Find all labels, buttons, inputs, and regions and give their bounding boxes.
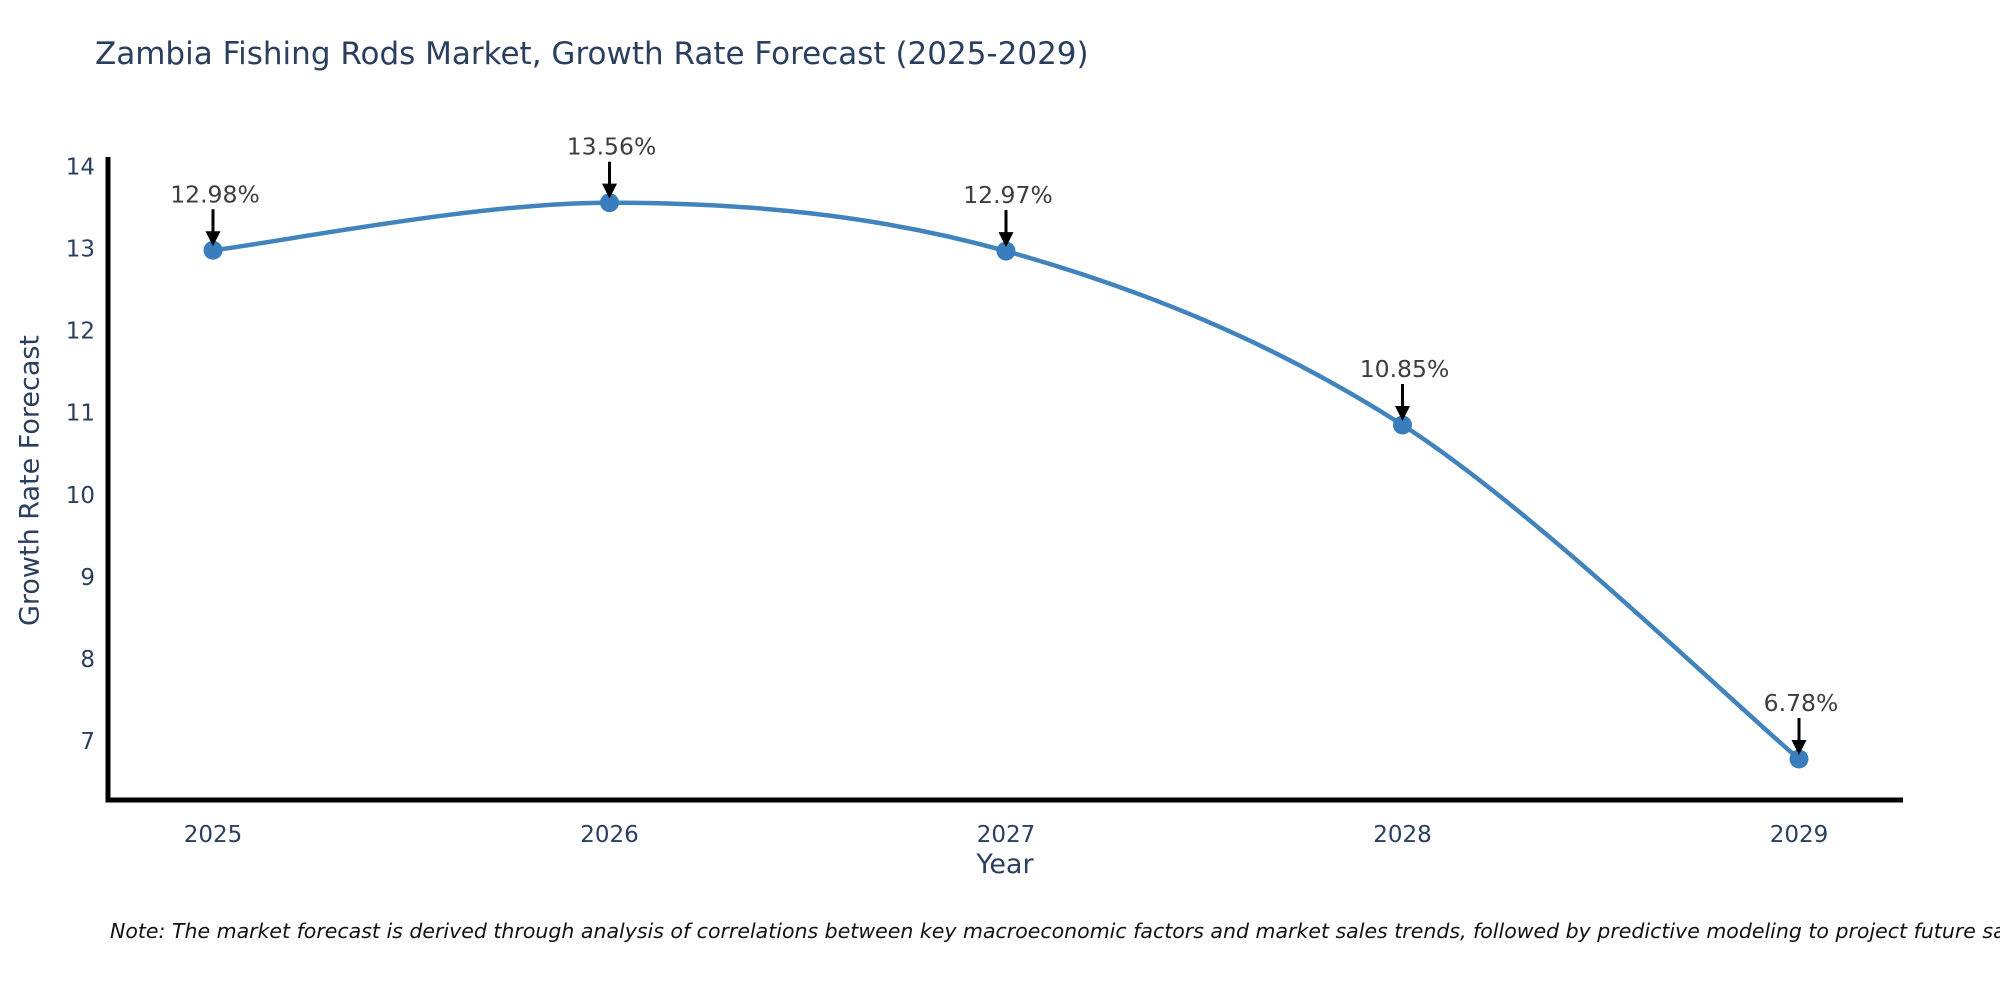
x-tick-label: 2025	[184, 822, 243, 848]
data-point	[996, 241, 1016, 261]
y-tick-label: 12	[66, 319, 95, 345]
data-point	[600, 193, 619, 213]
y-tick-label: 13	[66, 237, 95, 263]
chart-footnote: Note: The market forecast is derived thr…	[110, 919, 2000, 943]
chart-title: Zambia Fishing Rods Market, Growth Rate …	[95, 36, 1089, 72]
x-tick-label: 2029	[1770, 822, 1829, 848]
y-tick-label: 10	[66, 483, 95, 509]
data-point	[1393, 415, 1412, 435]
x-tick-label: 2026	[580, 822, 639, 848]
point-annotation-label: 10.85%	[1360, 355, 1450, 383]
data-point-markers	[203, 193, 1809, 769]
axes	[105, 157, 1903, 803]
point-annotation-label: 13.56%	[567, 133, 657, 161]
y-tick-label: 8	[80, 647, 95, 673]
point-annotation-label: 12.97%	[963, 181, 1053, 209]
data-point	[1789, 749, 1809, 769]
annotation-arrowhead-icon	[1791, 739, 1807, 755]
y-tick-label: 14	[66, 155, 95, 181]
annotation-arrowhead-icon	[205, 231, 221, 247]
x-tick-label: 2027	[977, 822, 1036, 848]
annotation-arrowhead-icon	[1395, 406, 1410, 422]
forecast-line-series	[210, 200, 1802, 762]
y-axis-title: Growth Rate Forecast	[14, 334, 46, 627]
point-annotation-label: 12.98%	[170, 180, 260, 208]
y-tick-label: 11	[66, 401, 95, 427]
x-axis-tick-labels: 2025 2026 2027 2028 2029	[184, 822, 1829, 848]
x-tick-label: 2028	[1373, 822, 1432, 848]
x-axis-title: Year	[976, 849, 1034, 880]
point-annotations: 12.98% 13.56% 12.97% 10.85% 6.78%	[170, 133, 1838, 755]
y-tick-label: 7	[80, 729, 95, 755]
data-point	[203, 240, 223, 260]
point-annotation-label: 6.78%	[1764, 689, 1839, 717]
annotation-arrowhead-icon	[998, 232, 1014, 248]
y-tick-label: 9	[80, 565, 95, 591]
y-axis-tick-labels: 7 8 9 10 11 12 13 14	[66, 155, 95, 755]
forecast-line	[210, 200, 1802, 762]
annotation-arrowhead-icon	[602, 183, 617, 199]
